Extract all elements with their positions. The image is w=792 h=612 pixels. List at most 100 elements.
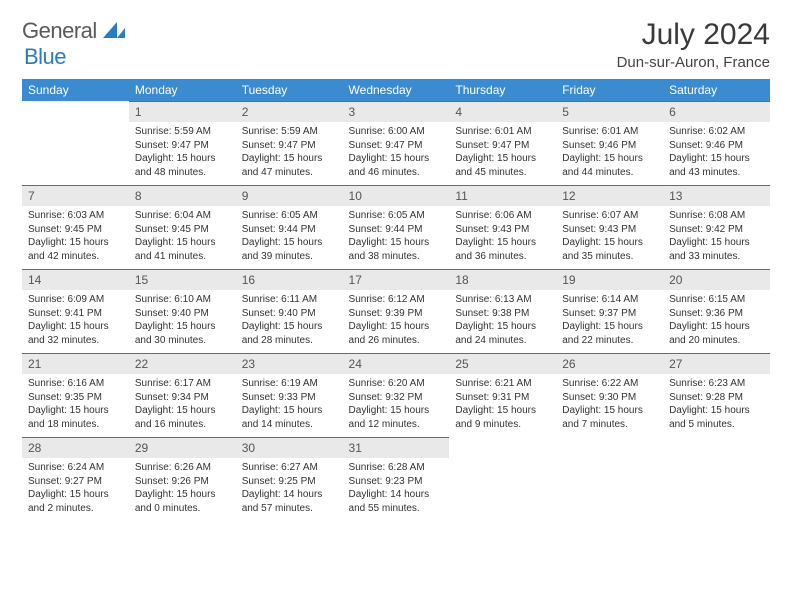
weekday-header: Sunday [22, 79, 129, 101]
day-details: Sunrise: 6:09 AMSunset: 9:41 PMDaylight:… [22, 290, 129, 350]
day-details: Sunrise: 6:19 AMSunset: 9:33 PMDaylight:… [236, 374, 343, 434]
weekday-header: Tuesday [236, 79, 343, 101]
calendar-day-cell: 14Sunrise: 6:09 AMSunset: 9:41 PMDayligh… [22, 269, 129, 353]
calendar-day-cell: 6Sunrise: 6:02 AMSunset: 9:46 PMDaylight… [663, 101, 770, 185]
day-details: Sunrise: 6:12 AMSunset: 9:39 PMDaylight:… [343, 290, 450, 350]
calendar-day-cell: 29Sunrise: 6:26 AMSunset: 9:26 PMDayligh… [129, 437, 236, 521]
day-number: 20 [663, 269, 770, 290]
day-number: 4 [449, 101, 556, 122]
day-details: Sunrise: 5:59 AMSunset: 9:47 PMDaylight:… [129, 122, 236, 182]
day-number: 28 [22, 437, 129, 458]
title-block: July 2024 Dun-sur-Auron, France [617, 18, 770, 71]
calendar-day-cell: 26Sunrise: 6:22 AMSunset: 9:30 PMDayligh… [556, 353, 663, 437]
day-number: 18 [449, 269, 556, 290]
calendar-day-cell: 20Sunrise: 6:15 AMSunset: 9:36 PMDayligh… [663, 269, 770, 353]
calendar-week-row: 28Sunrise: 6:24 AMSunset: 9:27 PMDayligh… [22, 437, 770, 521]
day-details: Sunrise: 6:00 AMSunset: 9:47 PMDaylight:… [343, 122, 450, 182]
day-details: Sunrise: 6:05 AMSunset: 9:44 PMDaylight:… [236, 206, 343, 266]
day-details: Sunrise: 6:11 AMSunset: 9:40 PMDaylight:… [236, 290, 343, 350]
day-number: 6 [663, 101, 770, 122]
location-text: Dun-sur-Auron, France [617, 54, 770, 71]
day-details: Sunrise: 5:59 AMSunset: 9:47 PMDaylight:… [236, 122, 343, 182]
weekday-header-row: SundayMondayTuesdayWednesdayThursdayFrid… [22, 79, 770, 101]
calendar-day-cell [449, 437, 556, 521]
day-number: 27 [663, 353, 770, 374]
day-number: 8 [129, 185, 236, 206]
calendar-day-cell: 19Sunrise: 6:14 AMSunset: 9:37 PMDayligh… [556, 269, 663, 353]
day-number: 14 [22, 269, 129, 290]
calendar-week-row: 7Sunrise: 6:03 AMSunset: 9:45 PMDaylight… [22, 185, 770, 269]
calendar-day-cell: 25Sunrise: 6:21 AMSunset: 9:31 PMDayligh… [449, 353, 556, 437]
calendar-week-row: 1Sunrise: 5:59 AMSunset: 9:47 PMDaylight… [22, 101, 770, 185]
weekday-header: Saturday [663, 79, 770, 101]
calendar-day-cell [22, 101, 129, 185]
calendar-day-cell: 12Sunrise: 6:07 AMSunset: 9:43 PMDayligh… [556, 185, 663, 269]
day-details: Sunrise: 6:23 AMSunset: 9:28 PMDaylight:… [663, 374, 770, 434]
calendar-day-cell: 4Sunrise: 6:01 AMSunset: 9:47 PMDaylight… [449, 101, 556, 185]
calendar-week-row: 21Sunrise: 6:16 AMSunset: 9:35 PMDayligh… [22, 353, 770, 437]
day-number: 25 [449, 353, 556, 374]
day-number: 11 [449, 185, 556, 206]
calendar-week-row: 14Sunrise: 6:09 AMSunset: 9:41 PMDayligh… [22, 269, 770, 353]
day-details: Sunrise: 6:08 AMSunset: 9:42 PMDaylight:… [663, 206, 770, 266]
day-number: 21 [22, 353, 129, 374]
day-number: 22 [129, 353, 236, 374]
calendar-day-cell [556, 437, 663, 521]
day-details: Sunrise: 6:15 AMSunset: 9:36 PMDaylight:… [663, 290, 770, 350]
day-number: 23 [236, 353, 343, 374]
calendar-day-cell: 1Sunrise: 5:59 AMSunset: 9:47 PMDaylight… [129, 101, 236, 185]
calendar-day-cell: 18Sunrise: 6:13 AMSunset: 9:38 PMDayligh… [449, 269, 556, 353]
calendar-day-cell: 10Sunrise: 6:05 AMSunset: 9:44 PMDayligh… [343, 185, 450, 269]
logo: General [22, 18, 127, 44]
calendar-day-cell: 11Sunrise: 6:06 AMSunset: 9:43 PMDayligh… [449, 185, 556, 269]
day-number: 2 [236, 101, 343, 122]
calendar-day-cell: 17Sunrise: 6:12 AMSunset: 9:39 PMDayligh… [343, 269, 450, 353]
calendar-day-cell: 13Sunrise: 6:08 AMSunset: 9:42 PMDayligh… [663, 185, 770, 269]
logo-mark-icon [103, 18, 125, 44]
day-details: Sunrise: 6:07 AMSunset: 9:43 PMDaylight:… [556, 206, 663, 266]
calendar-day-cell: 23Sunrise: 6:19 AMSunset: 9:33 PMDayligh… [236, 353, 343, 437]
calendar-day-cell: 7Sunrise: 6:03 AMSunset: 9:45 PMDaylight… [22, 185, 129, 269]
day-number: 26 [556, 353, 663, 374]
weekday-header: Monday [129, 79, 236, 101]
day-number: 7 [22, 185, 129, 206]
calendar-day-cell: 2Sunrise: 5:59 AMSunset: 9:47 PMDaylight… [236, 101, 343, 185]
calendar-day-cell: 21Sunrise: 6:16 AMSunset: 9:35 PMDayligh… [22, 353, 129, 437]
day-details: Sunrise: 6:01 AMSunset: 9:47 PMDaylight:… [449, 122, 556, 182]
day-number: 1 [129, 101, 236, 122]
day-details: Sunrise: 6:26 AMSunset: 9:26 PMDaylight:… [129, 458, 236, 518]
calendar-table: SundayMondayTuesdayWednesdayThursdayFrid… [22, 79, 770, 521]
calendar-day-cell: 8Sunrise: 6:04 AMSunset: 9:45 PMDaylight… [129, 185, 236, 269]
day-details: Sunrise: 6:17 AMSunset: 9:34 PMDaylight:… [129, 374, 236, 434]
day-number: 10 [343, 185, 450, 206]
logo-text-blue: Blue [24, 44, 66, 70]
day-number: 15 [129, 269, 236, 290]
calendar-day-cell: 22Sunrise: 6:17 AMSunset: 9:34 PMDayligh… [129, 353, 236, 437]
day-details: Sunrise: 6:03 AMSunset: 9:45 PMDaylight:… [22, 206, 129, 266]
calendar-day-cell: 28Sunrise: 6:24 AMSunset: 9:27 PMDayligh… [22, 437, 129, 521]
header: General July 2024 Dun-sur-Auron, France [22, 18, 770, 71]
day-number: 17 [343, 269, 450, 290]
weekday-header: Thursday [449, 79, 556, 101]
day-details: Sunrise: 6:20 AMSunset: 9:32 PMDaylight:… [343, 374, 450, 434]
calendar-day-cell: 5Sunrise: 6:01 AMSunset: 9:46 PMDaylight… [556, 101, 663, 185]
day-number: 29 [129, 437, 236, 458]
calendar-day-cell: 27Sunrise: 6:23 AMSunset: 9:28 PMDayligh… [663, 353, 770, 437]
calendar-day-cell: 31Sunrise: 6:28 AMSunset: 9:23 PMDayligh… [343, 437, 450, 521]
calendar-day-cell [663, 437, 770, 521]
calendar-day-cell: 24Sunrise: 6:20 AMSunset: 9:32 PMDayligh… [343, 353, 450, 437]
day-details: Sunrise: 6:28 AMSunset: 9:23 PMDaylight:… [343, 458, 450, 518]
day-number: 24 [343, 353, 450, 374]
page-title: July 2024 [617, 18, 770, 52]
day-details: Sunrise: 6:21 AMSunset: 9:31 PMDaylight:… [449, 374, 556, 434]
calendar-day-cell: 3Sunrise: 6:00 AMSunset: 9:47 PMDaylight… [343, 101, 450, 185]
day-details: Sunrise: 6:16 AMSunset: 9:35 PMDaylight:… [22, 374, 129, 434]
day-details: Sunrise: 6:05 AMSunset: 9:44 PMDaylight:… [343, 206, 450, 266]
calendar-day-cell: 15Sunrise: 6:10 AMSunset: 9:40 PMDayligh… [129, 269, 236, 353]
calendar-day-cell: 16Sunrise: 6:11 AMSunset: 9:40 PMDayligh… [236, 269, 343, 353]
day-details: Sunrise: 6:22 AMSunset: 9:30 PMDaylight:… [556, 374, 663, 434]
day-details: Sunrise: 6:10 AMSunset: 9:40 PMDaylight:… [129, 290, 236, 350]
day-number: 13 [663, 185, 770, 206]
day-details: Sunrise: 6:24 AMSunset: 9:27 PMDaylight:… [22, 458, 129, 518]
day-details: Sunrise: 6:14 AMSunset: 9:37 PMDaylight:… [556, 290, 663, 350]
